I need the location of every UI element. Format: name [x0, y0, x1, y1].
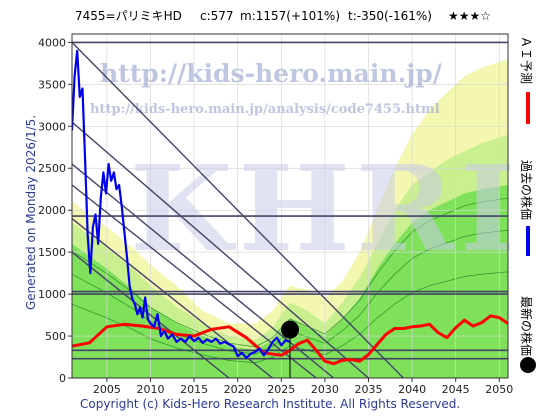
y-tick-label: 500	[45, 330, 66, 343]
x-tick-label: 2015	[180, 383, 208, 396]
x-tick-label: 2010	[136, 383, 164, 396]
x-tick-label: 2035	[354, 383, 382, 396]
x-tick-label: 2045	[442, 383, 470, 396]
x-tick-label: 2040	[398, 383, 426, 396]
x-tick-label: 2020	[224, 383, 252, 396]
y-tick-label: 2000	[38, 204, 66, 217]
trend-line	[72, 184, 317, 378]
x-tick-label: 2005	[93, 383, 121, 396]
header-c-stat: c:577	[200, 9, 234, 23]
header-code-name: 7455=パリミキHD	[75, 9, 182, 23]
x-tick-label: 2030	[311, 383, 339, 396]
watermark-brand: KHRI	[130, 139, 521, 278]
ai-forecast-line	[72, 314, 508, 366]
plot-frame	[71, 33, 509, 379]
y-tick-label: 3500	[38, 78, 66, 91]
y-tick-label: 1500	[38, 246, 66, 259]
trend-line	[72, 251, 230, 378]
legend-past-price-label: 過去の株価	[519, 160, 534, 220]
generated-note: Generated on Monday 2026/1/5.	[24, 115, 38, 310]
past-price-line	[72, 49, 291, 359]
x-tick-label: 2050	[485, 383, 513, 396]
y-axis: 0 500 1000 1500 2000 2500 3000 3500 4000	[38, 36, 72, 385]
horizontal-lines	[72, 41, 508, 360]
footer-copyright: Copyright (c) Kids-Hero Research Institu…	[80, 397, 460, 411]
header-m-stat: m:1157(+101%)	[240, 9, 340, 23]
y-tick-label: 2500	[38, 162, 66, 175]
x-tick-label: 2025	[267, 383, 295, 396]
trend-line	[72, 121, 369, 378]
legend-ai-forecast-label: ＡＩ予測	[519, 36, 533, 84]
y-tick-label: 1000	[38, 288, 66, 301]
header-stars: ★★★☆	[448, 9, 491, 23]
watermark-url-code: http://kids-hero.main.jp/analysis/code74…	[90, 102, 440, 117]
x-axis: 2005 2010 2015 2020 2025 2030 2035 2040 2045 2050	[93, 378, 513, 396]
header-t-stat: t:-350(-161%)	[348, 9, 432, 23]
trend-line	[72, 41, 404, 378]
y-tick-label: 4000	[38, 36, 66, 49]
y-tick-label: 3000	[38, 120, 66, 133]
legend-latest-price-marker	[520, 357, 536, 373]
series	[72, 49, 508, 378]
grid	[72, 34, 508, 378]
y-tick-label: 0	[59, 372, 66, 385]
legend: ＡＩ予測 過去の株価 最新の株価	[519, 36, 536, 373]
watermark-url-main: http://kids-hero.main.jp/	[100, 59, 443, 88]
band-contour-line	[72, 197, 508, 348]
legend-latest-price-label: 最新の株価	[519, 296, 534, 356]
band-contour-line	[72, 229, 508, 355]
trend-line	[72, 218, 273, 378]
